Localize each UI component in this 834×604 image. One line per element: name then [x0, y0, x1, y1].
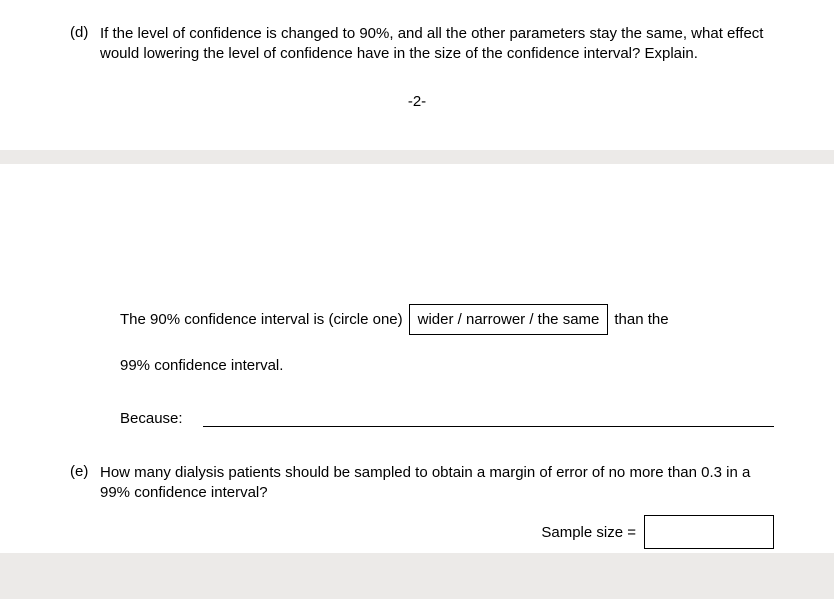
- because-label: Because:: [120, 410, 183, 427]
- because-blank-line[interactable]: [203, 426, 774, 427]
- question-e-label: (e): [50, 463, 100, 480]
- page-number: -2-: [50, 93, 784, 110]
- question-d-text: If the level of confidence is changed to…: [100, 24, 784, 65]
- separator-bar: [0, 150, 834, 164]
- question-e: (e) How many dialysis patients should be…: [0, 463, 834, 504]
- sample-size-row: Sample size =: [0, 503, 834, 549]
- ci-statement-line1: The 90% confidence interval is (circle o…: [120, 304, 774, 335]
- ci-part1: The 90% confidence interval is (circle o…: [120, 311, 403, 328]
- because-row: Because:: [120, 410, 774, 427]
- ci-part2: than the: [614, 311, 668, 328]
- question-d: (d) If the level of confidence is change…: [50, 24, 784, 65]
- ci-choice-box[interactable]: wider / narrower / the same: [409, 304, 609, 335]
- question-e-text: How many dialysis patients should be sam…: [100, 463, 784, 504]
- sample-size-input-box[interactable]: [644, 515, 774, 549]
- question-d-label: (d): [50, 24, 100, 41]
- ci-statement-line2: 99% confidence interval.: [120, 357, 774, 374]
- bottom-gray-band: [0, 553, 834, 599]
- sample-size-label: Sample size =: [541, 524, 636, 541]
